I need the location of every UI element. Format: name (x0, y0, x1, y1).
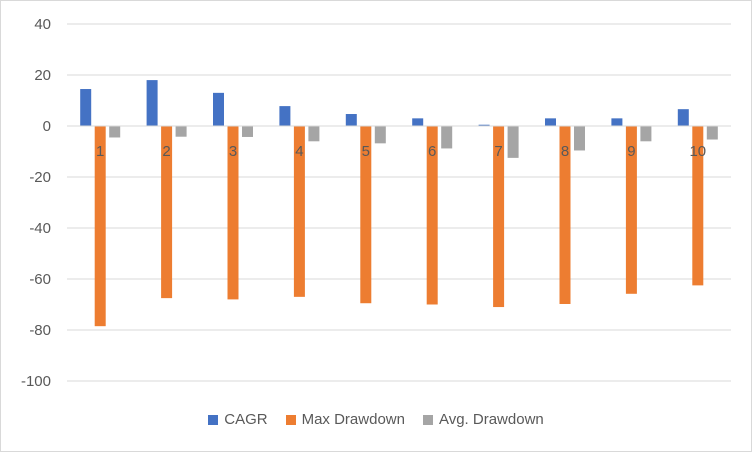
x-category-label: 4 (295, 143, 303, 160)
bar-avg-drawdown-3 (242, 126, 253, 137)
bar-avg-drawdown-6 (441, 126, 453, 149)
legend-label-avg-drawdown: Avg. Drawdown (438, 411, 544, 428)
legend-item-avg-drawdown: Avg. Drawdown (422, 411, 544, 428)
legend-swatch-max-drawdown (285, 414, 296, 425)
bar-max-drawdown-8 (559, 126, 571, 304)
bar-avg-drawdown-9 (640, 126, 652, 142)
x-category-label: 5 (362, 143, 370, 160)
legend-item-cagr: CAGR (208, 411, 268, 428)
legend-label-max-drawdown: Max Drawdown (301, 411, 405, 428)
bar-cagr-7 (478, 124, 490, 126)
x-category-label: 2 (162, 143, 170, 160)
bar-avg-drawdown-1 (109, 126, 121, 138)
bar-max-drawdown-3 (227, 126, 239, 300)
y-tick-label: -80 (29, 322, 51, 339)
x-category-label: 7 (494, 143, 502, 160)
x-category-label: 3 (229, 143, 237, 160)
bar-avg-drawdown-10 (706, 126, 718, 140)
y-tick-label: 20 (34, 67, 51, 84)
bar-max-drawdown-2 (161, 126, 173, 299)
bar-cagr-5 (345, 114, 357, 126)
bars (80, 80, 718, 327)
bar-max-drawdown-6 (426, 126, 438, 305)
bar-max-drawdown-5 (360, 126, 372, 304)
bar-avg-drawdown-7 (507, 126, 519, 158)
legend-swatch-cagr (208, 414, 219, 425)
bar-cagr-8 (545, 118, 556, 126)
category-labels: 1 2 3 4 5 6 7 8 9 10 (96, 143, 706, 160)
y-tick-label: -40 (29, 220, 51, 237)
y-tick-label: -20 (29, 169, 51, 186)
bar-cagr-3 (213, 92, 224, 126)
bar-cagr-9 (611, 118, 623, 126)
bar-max-drawdown-7 (493, 126, 505, 308)
legend-item-max-drawdown: Max Drawdown (285, 411, 405, 428)
legend: CAGR Max Drawdown Avg. Drawdown (1, 411, 751, 428)
bar-avg-drawdown-8 (574, 126, 585, 151)
y-tick-label: 40 (34, 16, 51, 33)
y-tick-label: -60 (29, 271, 51, 288)
x-category-label: 9 (627, 143, 635, 160)
bar-cagr-6 (412, 118, 424, 126)
x-category-label: 10 (689, 143, 706, 160)
bar-cagr-2 (146, 80, 158, 126)
bar-cagr-4 (279, 106, 291, 126)
bar-avg-drawdown-2 (175, 126, 187, 137)
bar-max-drawdown-10 (692, 126, 704, 286)
y-tick-label: 0 (43, 118, 51, 135)
bar-max-drawdown-9 (625, 126, 637, 294)
y-tick-label: -100 (21, 373, 51, 390)
bar-avg-drawdown-5 (374, 126, 386, 144)
gridlines (67, 23, 731, 382)
bar-avg-drawdown-4 (308, 126, 320, 142)
y-axis-ticks: 40 20 0 -20 -40 -60 -80 -100 (21, 16, 51, 390)
x-category-label: 8 (561, 143, 569, 160)
bar-max-drawdown-1 (94, 126, 106, 327)
bar-cagr-1 (80, 89, 92, 126)
bar-cagr-10 (677, 109, 689, 126)
legend-label-cagr: CAGR (224, 411, 268, 428)
legend-swatch-avg-drawdown (422, 414, 433, 425)
x-category-label: 6 (428, 143, 436, 160)
bar-max-drawdown-4 (293, 126, 305, 297)
x-category-label: 1 (96, 143, 104, 160)
